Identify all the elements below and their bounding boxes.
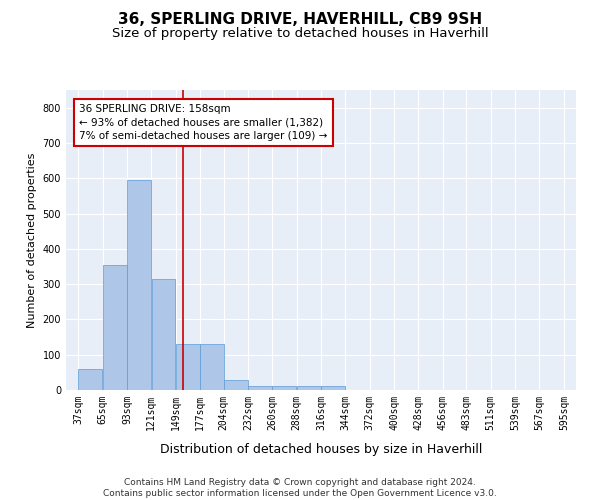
Bar <box>127 180 151 390</box>
Bar <box>248 386 272 390</box>
Bar <box>272 386 296 390</box>
Text: 36 SPERLING DRIVE: 158sqm
← 93% of detached houses are smaller (1,382)
7% of sem: 36 SPERLING DRIVE: 158sqm ← 93% of detac… <box>79 104 328 141</box>
Bar <box>103 264 127 390</box>
Bar <box>321 386 345 390</box>
Text: Distribution of detached houses by size in Haverhill: Distribution of detached houses by size … <box>160 442 482 456</box>
Bar <box>200 344 224 390</box>
Bar <box>152 279 175 390</box>
Bar <box>176 344 200 390</box>
Text: Contains HM Land Registry data © Crown copyright and database right 2024.
Contai: Contains HM Land Registry data © Crown c… <box>103 478 497 498</box>
Text: 36, SPERLING DRIVE, HAVERHILL, CB9 9SH: 36, SPERLING DRIVE, HAVERHILL, CB9 9SH <box>118 12 482 28</box>
Text: Size of property relative to detached houses in Haverhill: Size of property relative to detached ho… <box>112 28 488 40</box>
Y-axis label: Number of detached properties: Number of detached properties <box>27 152 37 328</box>
Bar <box>224 380 248 390</box>
Bar <box>297 386 321 390</box>
Bar <box>79 369 103 390</box>
